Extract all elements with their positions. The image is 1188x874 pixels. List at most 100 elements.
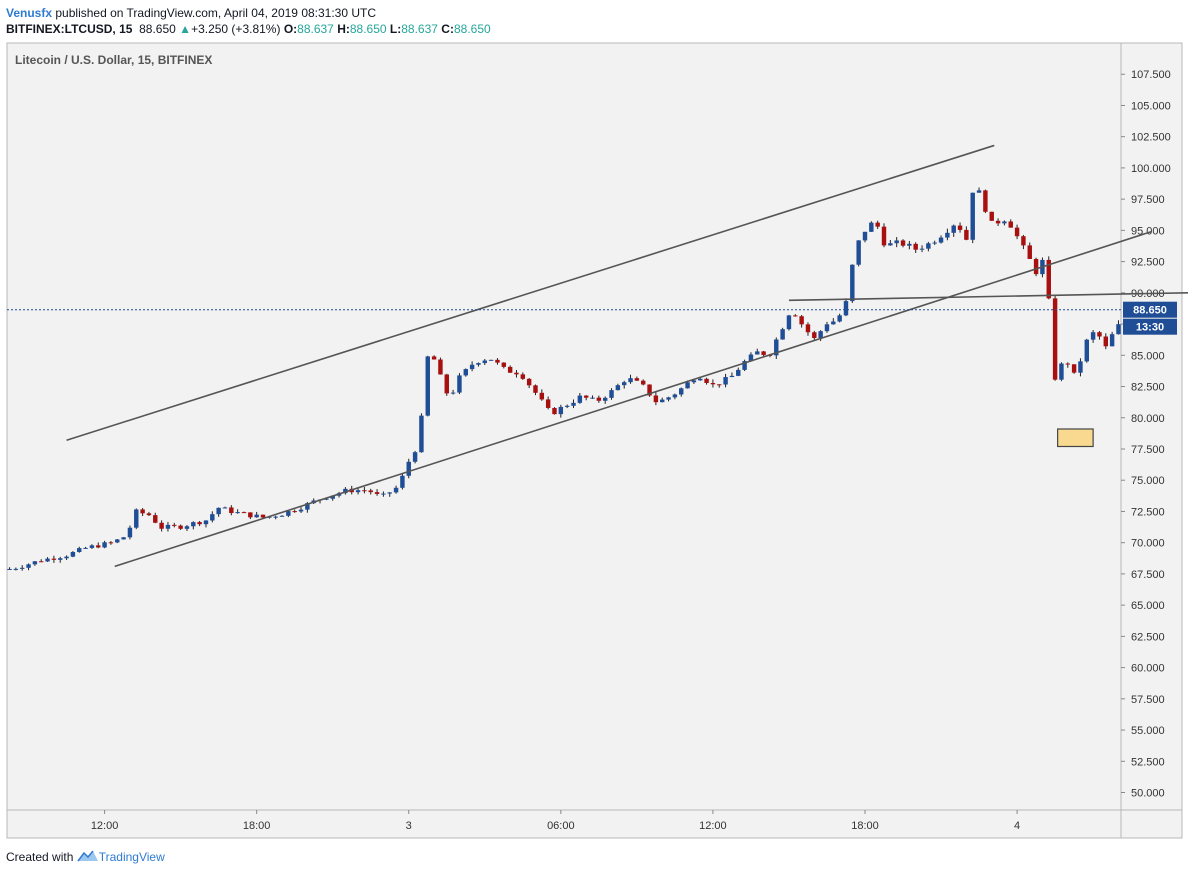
candle-body bbox=[400, 475, 405, 488]
symbol-label: BITFINEX:LTCUSD, 15 bbox=[6, 22, 133, 36]
price-tick-label: 77.500 bbox=[1131, 444, 1165, 456]
price-change: +3.250 (+3.81%) bbox=[191, 22, 281, 36]
candle-body bbox=[26, 564, 31, 568]
candle-body bbox=[1084, 339, 1089, 362]
publisher-name[interactable]: Venusfx bbox=[6, 6, 53, 20]
candle-body bbox=[184, 526, 190, 529]
candle-body bbox=[919, 248, 925, 250]
published-text: published on TradingView.com, April 04, … bbox=[55, 6, 377, 20]
candle-body bbox=[621, 382, 627, 386]
highlight-boxes[interactable] bbox=[1057, 325, 1188, 448]
candle-body bbox=[837, 315, 842, 322]
candle-body bbox=[666, 397, 671, 400]
price-tick-label: 52.500 bbox=[1131, 756, 1165, 768]
high-label: H: bbox=[337, 22, 350, 36]
price-tick-label: 100.000 bbox=[1131, 163, 1171, 175]
last-price-tag-label: 88.650 bbox=[1133, 305, 1167, 317]
price-tick-label: 92.500 bbox=[1131, 257, 1165, 269]
candle-body bbox=[165, 524, 171, 529]
candle-body bbox=[197, 522, 202, 525]
candle-body bbox=[140, 509, 145, 514]
candle-body bbox=[450, 392, 456, 394]
candle-body bbox=[298, 509, 304, 512]
plot-area[interactable] bbox=[6, 42, 1122, 811]
axis-corner bbox=[1120, 809, 1183, 839]
candle-body bbox=[1021, 236, 1026, 246]
time-tick-label: 12:00 bbox=[91, 820, 119, 832]
candle-body bbox=[1090, 332, 1096, 340]
candle-body bbox=[83, 547, 88, 549]
trend-line[interactable] bbox=[114, 230, 1152, 568]
candle-body bbox=[976, 190, 982, 193]
candle-body bbox=[545, 399, 551, 408]
candle-body bbox=[640, 380, 646, 385]
trend-line[interactable] bbox=[66, 144, 995, 442]
price-tick-label: 57.500 bbox=[1131, 694, 1165, 706]
price-tick-label: 105.000 bbox=[1131, 100, 1171, 112]
candle-body bbox=[704, 378, 709, 383]
candle-body bbox=[19, 567, 25, 569]
candle-body bbox=[856, 240, 861, 265]
candle-body bbox=[89, 545, 95, 548]
candle-body bbox=[957, 225, 963, 230]
trend-line[interactable] bbox=[788, 290, 1188, 302]
candle-body bbox=[501, 362, 507, 367]
candle-body bbox=[907, 243, 912, 246]
candle-body bbox=[793, 315, 798, 317]
candle-body bbox=[552, 407, 557, 415]
candle-body bbox=[533, 385, 538, 393]
high-value: 88.650 bbox=[349, 22, 387, 36]
candle-body bbox=[425, 356, 430, 416]
candle-body bbox=[248, 512, 253, 518]
trend-lines[interactable] bbox=[66, 144, 1188, 568]
candle-body bbox=[102, 542, 107, 548]
time-axis[interactable] bbox=[6, 809, 1122, 839]
last-price-line: 88.650 13:30 bbox=[7, 301, 1177, 335]
tradingview-logo-icon bbox=[77, 850, 98, 862]
price-tick-label: 107.500 bbox=[1131, 69, 1171, 81]
symbol-bar: BITFINEX:LTCUSD, 15 88.650 ▲+3.250 (+3.8… bbox=[6, 21, 491, 37]
candle-body bbox=[729, 375, 735, 378]
candle-body bbox=[742, 361, 747, 370]
candle-body bbox=[39, 561, 44, 563]
candle-body bbox=[1046, 259, 1051, 299]
candle-body bbox=[647, 384, 652, 396]
candle-body bbox=[172, 524, 177, 526]
candle-body bbox=[843, 301, 849, 316]
price-tick-label: 70.000 bbox=[1131, 538, 1165, 550]
highlight-box[interactable] bbox=[1057, 428, 1094, 448]
candle-body bbox=[203, 520, 209, 525]
candle-body bbox=[938, 237, 944, 243]
candle-body bbox=[818, 331, 823, 339]
candle-body bbox=[32, 561, 38, 565]
candle-body bbox=[507, 366, 513, 373]
candle-body bbox=[387, 492, 392, 494]
low-value: 88.637 bbox=[401, 22, 438, 36]
candle-body bbox=[989, 211, 994, 221]
candle-body bbox=[894, 240, 899, 244]
candle-body bbox=[393, 487, 399, 493]
candle-body bbox=[526, 378, 532, 386]
candle-body bbox=[748, 354, 754, 362]
candle-body bbox=[615, 385, 621, 391]
candle-body bbox=[292, 511, 297, 513]
candle-body bbox=[900, 240, 906, 246]
candle-body bbox=[824, 324, 830, 332]
candle-body bbox=[995, 220, 1001, 224]
candle-body bbox=[355, 490, 361, 493]
candle-body bbox=[13, 568, 19, 570]
tradingview-link[interactable]: TradingView bbox=[98, 850, 165, 864]
candle-body bbox=[1065, 363, 1070, 365]
candle-body bbox=[7, 568, 12, 570]
price-axis[interactable] bbox=[1120, 42, 1183, 811]
candle-body bbox=[850, 264, 855, 302]
candle-body bbox=[469, 364, 475, 370]
candle-body bbox=[324, 498, 329, 500]
price-tick-label: 55.000 bbox=[1131, 725, 1165, 737]
candle-body bbox=[127, 527, 133, 538]
candle-body bbox=[558, 406, 564, 415]
candle-body bbox=[862, 231, 868, 241]
candle-body bbox=[254, 514, 259, 518]
candle-body bbox=[191, 522, 196, 527]
